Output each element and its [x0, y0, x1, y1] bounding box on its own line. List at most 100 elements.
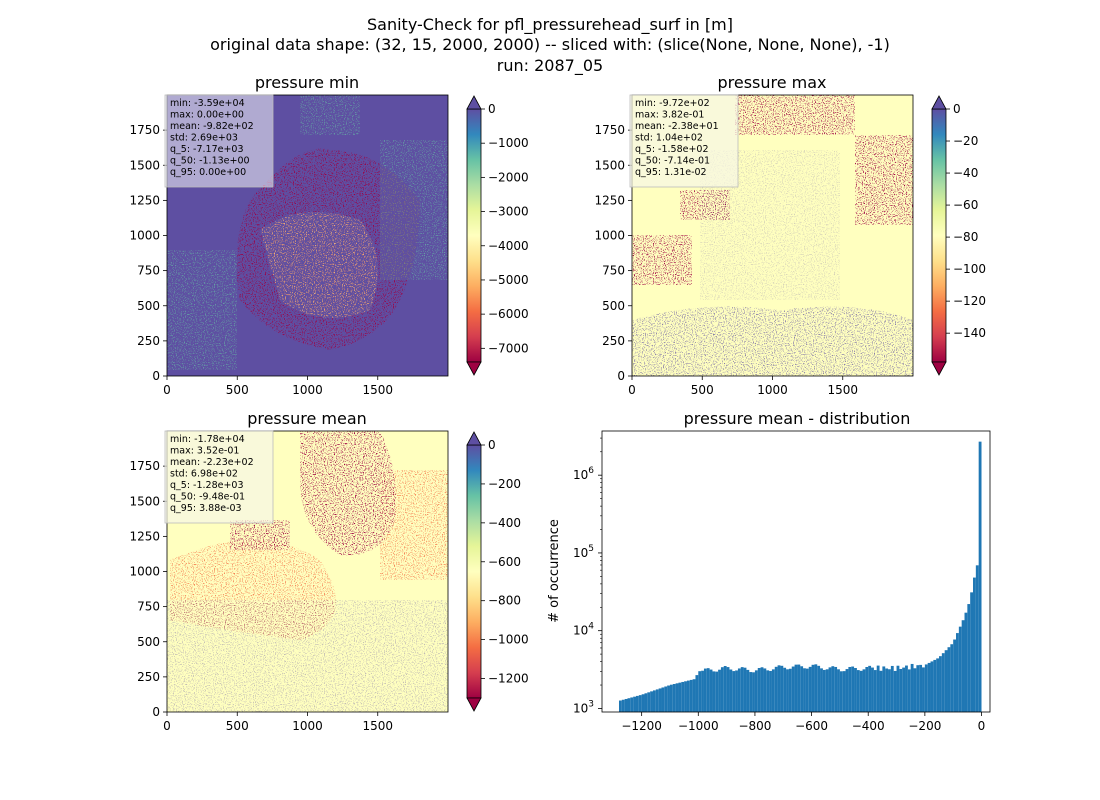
histogram-bar: [956, 633, 959, 712]
x-tick-label: 1500: [362, 383, 393, 397]
colorbar-tick-label: −7000: [488, 341, 529, 355]
histogram-bar: [618, 700, 622, 712]
x-axis: 0 500 1000 1500: [163, 712, 393, 733]
histogram-bar: [964, 612, 968, 712]
colorbar-extend-max: [466, 95, 482, 110]
panel-title: pressure min: [255, 73, 359, 92]
y-tick-label: 1750: [129, 459, 160, 473]
histogram-bar: [839, 671, 843, 712]
histogram-bar: [763, 668, 767, 712]
histogram-bar: [766, 670, 770, 712]
y-tick-label: 1500: [594, 158, 625, 172]
histogram-bar: [905, 665, 908, 712]
histogram-bar: [735, 670, 738, 712]
y-tick-label: 500: [137, 635, 160, 649]
histogram-bar: [783, 667, 787, 712]
x-tick-label: 0: [163, 383, 171, 397]
histogram-bar: [709, 669, 713, 712]
histogram-bar: [664, 686, 668, 712]
stats-line: mean: -9.82e+02: [170, 121, 254, 132]
x-axis: 0 500 1000 1500: [628, 376, 858, 397]
histogram-bar: [661, 687, 665, 712]
mid-pressure-speckle: [260, 212, 378, 318]
y-tick-label: 104: [573, 622, 594, 638]
stats-line: q_50: -1.13e+00: [170, 156, 250, 167]
high-pressure-speckle: [167, 600, 448, 712]
histogram-bar: [630, 697, 634, 712]
histogram-bar: [743, 667, 747, 712]
histogram-bar: [633, 696, 636, 712]
histogram-bar: [788, 668, 792, 712]
y-tick-label: 500: [602, 299, 625, 313]
x-tick-label: −1000: [678, 719, 719, 733]
histogram-bar: [797, 664, 801, 712]
histogram-bar: [658, 688, 662, 712]
stats-line: max: 3.82e-01: [635, 110, 704, 121]
y-tick-label: 1000: [129, 229, 160, 243]
histogram-bar: [831, 666, 835, 712]
histogram-bar: [684, 681, 687, 712]
histogram-bar: [961, 620, 965, 712]
stats-line: max: 0.00e+00: [170, 110, 244, 121]
histogram-bar: [814, 664, 818, 712]
x-axis: 0 500 1000 1500: [163, 376, 393, 397]
histogram-bar: [720, 667, 724, 712]
y-tick-label: 105: [573, 544, 594, 560]
y-tick-label: 1000: [594, 229, 625, 243]
y-tick-label: 1000: [129, 565, 160, 579]
colorbar-tick-label: −600: [488, 555, 521, 569]
stats-box-frame: [629, 94, 739, 188]
histogram-bar: [927, 662, 931, 712]
histogram-bar: [913, 668, 917, 712]
x-tick-label: 1000: [292, 383, 323, 397]
histogram-bar: [865, 667, 869, 712]
distribution-panel: pressure mean - distribution −1200 −1000−…: [547, 409, 991, 733]
colorbar-tick-label: 0: [488, 438, 496, 452]
colorbar-extend-min: [466, 697, 482, 712]
x-tick-label: 500: [226, 719, 249, 733]
histogram-bar: [922, 667, 925, 712]
histogram-bar: [647, 692, 651, 712]
low-pressure-region: [632, 95, 913, 285]
histogram-bar: [820, 668, 823, 712]
stats-line: mean: -2.23e+02: [170, 457, 254, 468]
histogram-bar: [800, 666, 804, 712]
histogram-bar: [930, 661, 934, 712]
histogram-bar: [641, 694, 645, 712]
y-tick-label: 500: [137, 299, 160, 313]
histogram-bar: [774, 666, 778, 712]
histogram-bar: [675, 683, 679, 712]
x-tick-label: 500: [226, 383, 249, 397]
histogram-bar: [718, 669, 721, 712]
histogram-bar: [944, 650, 948, 712]
histogram-bar: [882, 666, 886, 712]
colorbar-tick-label: −140: [953, 326, 986, 340]
histogram-bar: [958, 626, 962, 712]
histogram-bar: [627, 698, 631, 712]
histogram-bar: [760, 667, 764, 712]
colorbar-tick-label: −100: [953, 262, 986, 276]
stats-line: q_5: -1.58e+02: [635, 144, 709, 155]
histogram-bar: [837, 669, 840, 712]
histogram-bar: [794, 664, 798, 712]
y-tick-label: 250: [602, 334, 625, 348]
histogram-bar: [862, 669, 866, 712]
histogram-bar: [737, 668, 741, 712]
histogram-bar: [876, 665, 880, 712]
histogram-bar: [953, 639, 957, 712]
histogram-bar: [888, 669, 891, 712]
histogram-bar: [973, 577, 976, 712]
stats-line: q_95: 1.31e-02: [635, 167, 707, 178]
histogram-bar: [856, 670, 860, 712]
histogram-bar: [752, 672, 755, 712]
stats-line: max: 3.52e-01: [170, 446, 239, 457]
colorbar-tick-label: −400: [488, 516, 521, 530]
histogram-bar: [825, 669, 829, 712]
histogram-bar: [624, 698, 628, 712]
histogram-bar: [701, 670, 704, 712]
histogram-bar: [757, 668, 761, 712]
histogram-bar: [644, 693, 648, 712]
colorbar-extend-min: [466, 361, 482, 376]
stats-line: min: -3.59e+04: [170, 98, 245, 109]
